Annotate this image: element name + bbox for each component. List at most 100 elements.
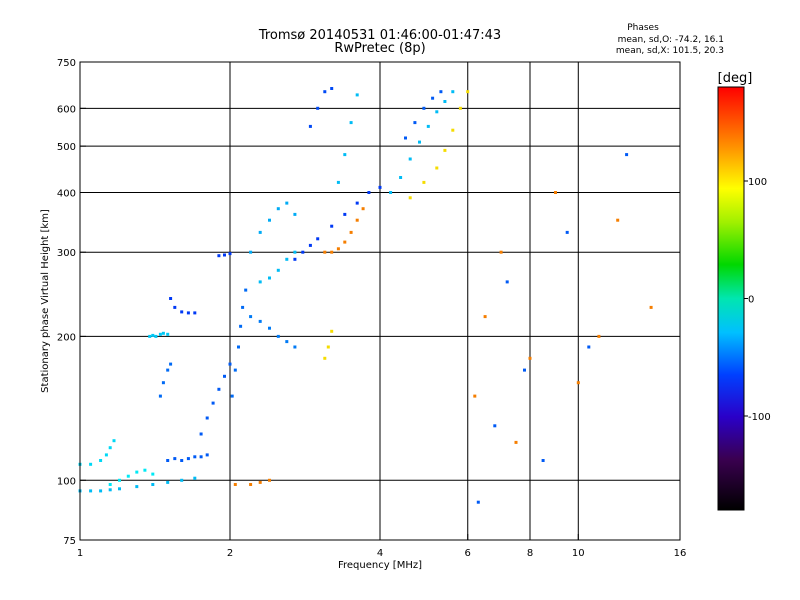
y-tick-label: 100: [57, 476, 76, 487]
data-point: [435, 166, 439, 170]
data-point: [151, 472, 155, 476]
data-point: [439, 90, 443, 94]
data-point: [104, 453, 108, 457]
data-point: [161, 331, 165, 335]
data-point: [99, 489, 103, 493]
data-point: [355, 201, 359, 205]
data-point: [343, 212, 347, 216]
data-point: [237, 345, 240, 349]
data-point: [308, 124, 312, 128]
data-point: [330, 224, 334, 228]
data-point: [233, 368, 237, 372]
data-point: [336, 247, 340, 251]
data-point: [336, 180, 340, 184]
data-point: [499, 250, 503, 254]
data-point: [112, 439, 116, 443]
data-point: [135, 470, 139, 474]
data-point: [426, 124, 430, 128]
data-point: [258, 230, 262, 234]
y-tick-label: 400: [57, 188, 76, 199]
x-tick-label: 2: [227, 548, 233, 559]
data-point: [228, 362, 232, 366]
data-point: [258, 319, 262, 323]
data-point: [217, 387, 221, 391]
data-point: [118, 487, 121, 491]
data-point: [166, 459, 170, 462]
data-point: [514, 440, 518, 444]
y-tick-label: 500: [57, 142, 76, 153]
data-point: [249, 250, 253, 254]
data-point: [108, 483, 112, 486]
data-point: [211, 401, 215, 405]
colorbar: [717, 86, 745, 511]
data-point: [367, 191, 371, 194]
data-point: [173, 457, 177, 461]
data-point: [89, 462, 93, 466]
colorbar-label: [deg]: [718, 71, 753, 86]
data-point: [408, 157, 412, 161]
data-point: [199, 432, 203, 436]
data-point: [505, 280, 509, 284]
data-point: [193, 476, 197, 480]
data-point: [443, 148, 447, 152]
data-point: [205, 416, 209, 420]
data-point: [576, 381, 580, 385]
x-axis-label: Frequency [MHz]: [338, 560, 422, 571]
data-point: [349, 230, 353, 234]
data-point: [565, 230, 569, 234]
data-point: [466, 90, 470, 94]
data-point: [483, 315, 487, 319]
data-point: [649, 305, 653, 309]
x-axis: 1 2 4 6 8 10 16: [77, 534, 687, 559]
data-point: [258, 280, 262, 284]
x-tick-label: 10: [572, 548, 585, 559]
data-point: [316, 106, 320, 110]
data-point: [186, 311, 190, 315]
data-point: [355, 93, 359, 97]
data-point: [118, 478, 121, 482]
data-point: [186, 457, 190, 461]
data-point: [99, 459, 103, 462]
x-tick-label: 8: [527, 548, 533, 559]
data-point: [166, 368, 170, 372]
data-point: [293, 212, 297, 216]
data-point: [158, 332, 162, 336]
data-point: [249, 315, 253, 319]
data-point: [239, 324, 243, 328]
data-point: [268, 218, 271, 222]
data-point: [587, 345, 591, 349]
data-point: [301, 250, 305, 254]
data-point: [597, 334, 601, 338]
stats-line-x: mean, sd,X: 101.5, 20.3: [616, 46, 724, 56]
data-point: [173, 305, 177, 309]
x-tick-label: 16: [674, 548, 687, 559]
data-point: [166, 332, 170, 336]
grid-lines: [80, 62, 680, 540]
data-point: [541, 459, 545, 462]
y-axis-label: Stationary phase Virtual Height [km]: [40, 209, 51, 393]
data-point: [108, 446, 112, 450]
y-tick-label: 300: [57, 248, 76, 259]
data-point: [343, 153, 347, 157]
data-point: [308, 243, 312, 247]
data-point: [316, 237, 320, 241]
data-point: [422, 180, 426, 184]
data-point: [330, 87, 334, 90]
data-point: [276, 268, 280, 272]
data-point: [151, 333, 155, 337]
data-point: [276, 207, 280, 211]
data-point: [169, 297, 173, 300]
data-point: [158, 394, 162, 398]
data-point: [249, 483, 253, 486]
data-point: [451, 128, 455, 132]
data-point: [223, 374, 226, 378]
data-point: [451, 90, 455, 94]
data-point: [458, 106, 462, 110]
data-point: [408, 196, 412, 200]
data-point: [205, 453, 209, 457]
data-point: [285, 257, 289, 261]
data-point: [135, 485, 139, 489]
chart-title: Tromsø 20140531 01:46:00-01:47:43: [258, 28, 501, 43]
data-point: [378, 185, 382, 189]
